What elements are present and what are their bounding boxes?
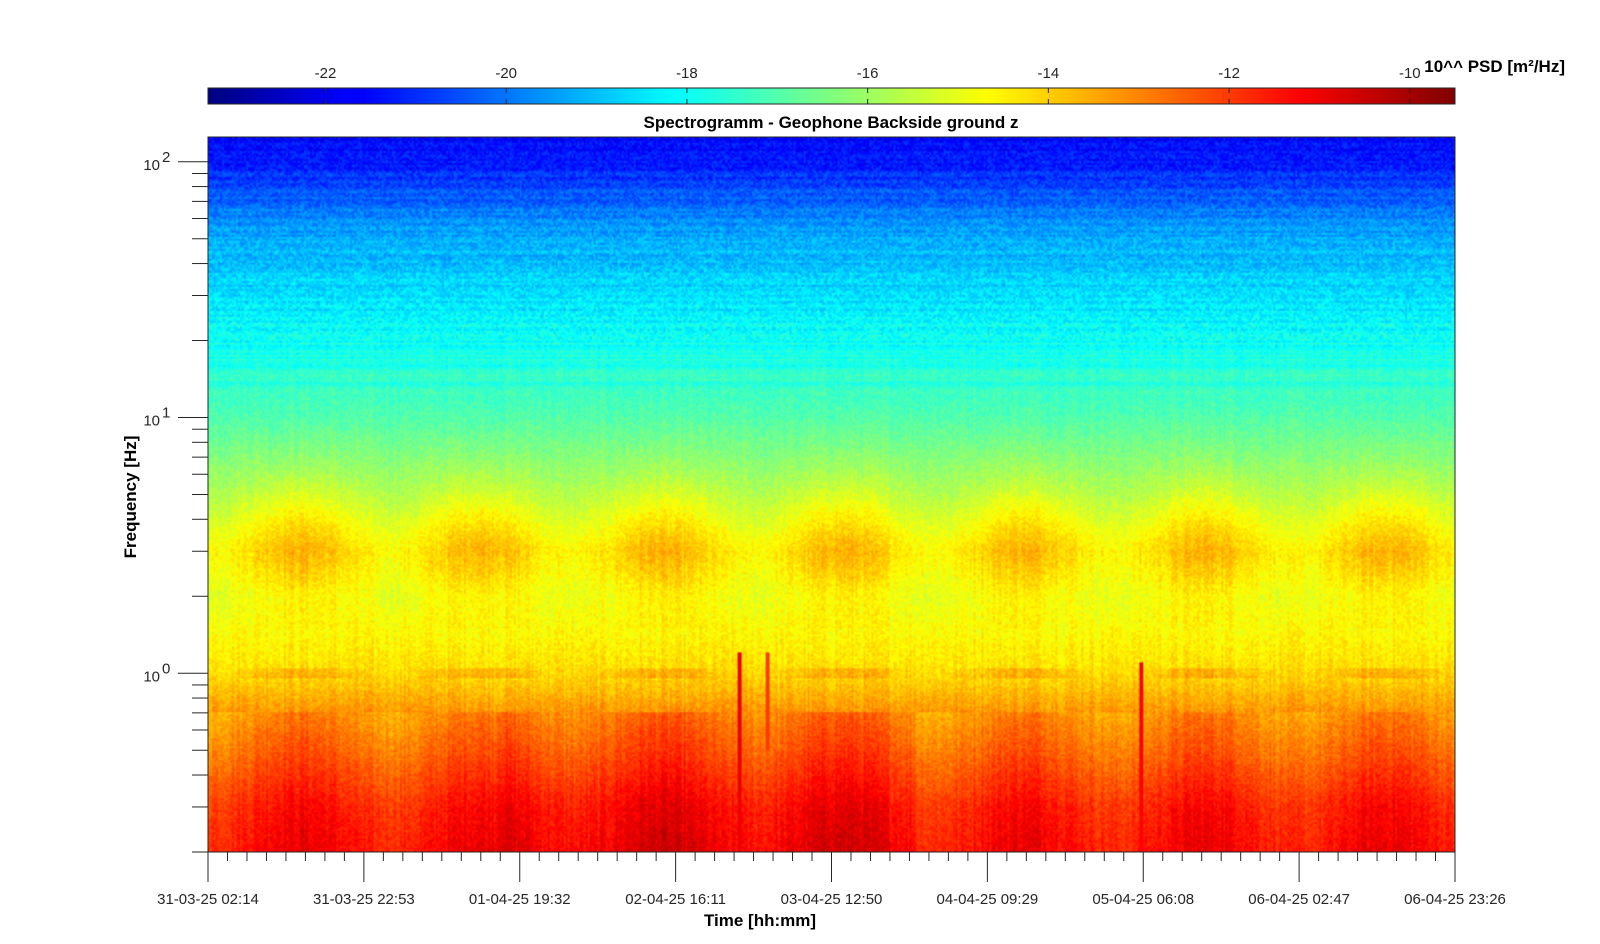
colorbar-tick-label: -16: [857, 65, 879, 82]
x-tick-label: 31-03-25 22:53: [313, 891, 415, 908]
x-tick-label: 01-04-25 19:32: [469, 891, 571, 908]
y-tick-label: 10: [143, 668, 160, 685]
y-tick-exponent: 2: [162, 149, 170, 166]
spectrogram-heatmap: [208, 137, 1455, 852]
y-tick-exponent: 0: [162, 660, 170, 677]
x-tick-label: 31-03-25 02:14: [157, 891, 259, 908]
colorbar-tick-label: -20: [495, 65, 517, 82]
x-axis-label: Time [hh:mm]: [704, 911, 816, 930]
chart-title: Spectrogramm - Geophone Backside ground …: [643, 113, 1018, 132]
x-tick-label: 04-04-25 09:29: [937, 891, 1039, 908]
colorbar-gradient: [207, 87, 1456, 105]
y-tick-label: 10: [143, 413, 160, 430]
x-tick-label: 02-04-25 16:11: [625, 891, 726, 908]
colorbar-label: 10^^ PSD [m²/Hz]: [1424, 57, 1565, 76]
x-tick-label: 03-04-25 12:50: [781, 891, 883, 908]
colorbar-tick-label: -12: [1218, 65, 1240, 82]
colorbar-tick-label: -10: [1399, 65, 1421, 82]
plot-area: 31-03-25 02:14 31-03-25 22:53 01-04-25 19:…: [143, 136, 1506, 908]
colorbar-tick-label: -14: [1038, 65, 1060, 82]
y-axis-label: Frequency [Hz]: [121, 436, 140, 559]
colorbar-ticks: -22 -20 -18 -16 -14 -12 -10: [315, 65, 1421, 104]
colorbar-tick-label: -18: [676, 65, 698, 82]
x-tick-label: 05-04-25 06:08: [1092, 891, 1194, 908]
x-tick-label: 06-04-25 23:26: [1404, 891, 1506, 908]
x-tick-label: 06-04-25 02:47: [1248, 891, 1350, 908]
y-tick-exponent: 1: [162, 405, 170, 422]
y-tick-label: 10: [143, 157, 160, 174]
colorbar-tick-label: -22: [315, 65, 337, 82]
colorbar: -22 -20 -18 -16 -14 -12 -10 10^^ PSD [m²/Hz]: [207, 57, 1565, 105]
x-axis: 31-03-25 02:14 31-03-25 22:53 01-04-25 19:…: [157, 852, 1506, 908]
